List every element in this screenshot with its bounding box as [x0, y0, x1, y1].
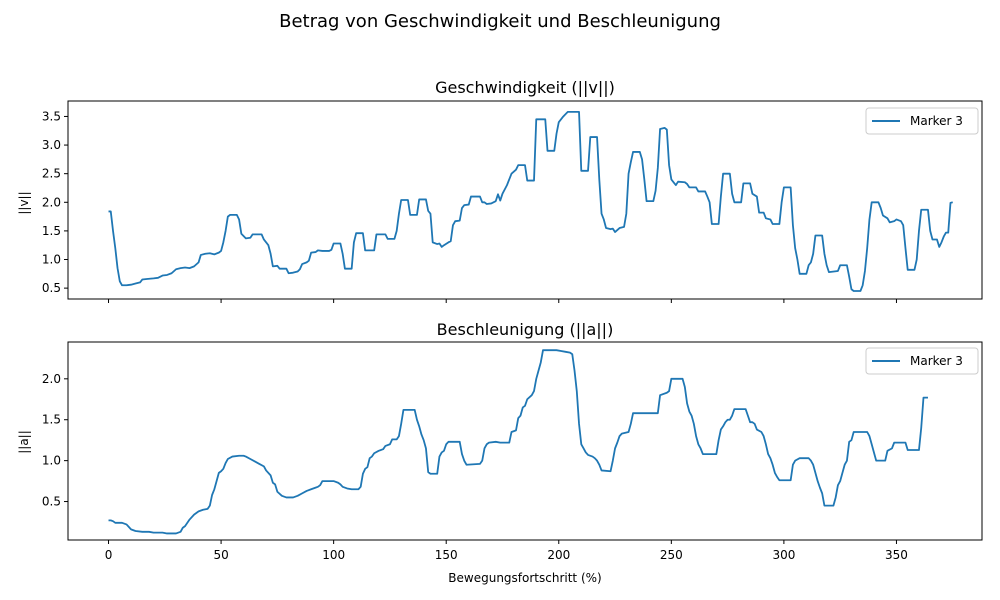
acceleration-xtick-label: 50 — [213, 548, 228, 562]
velocity-legend-label: Marker 3 — [910, 114, 963, 128]
acceleration-ytick-label: 2.0 — [42, 372, 61, 386]
acceleration-xtick-label: 350 — [885, 548, 908, 562]
velocity-panel: Geschwindigkeit (||v||) ||v|| 0.5 1.0 1.5 2… — [17, 78, 983, 303]
acceleration-xtick-label: 300 — [772, 548, 795, 562]
velocity-series-line-0 — [108, 110, 953, 292]
velocity-legend: Marker 3 — [865, 107, 979, 135]
acceleration-legend-label: Marker 3 — [910, 354, 963, 368]
acceleration-xlabel: Bewegungsfortschritt (%) — [448, 571, 601, 585]
acceleration-series-line-0 — [108, 349, 928, 535]
acceleration-xtick-label: 250 — [660, 548, 683, 562]
acceleration-title: Beschleunigung (||a||) — [437, 320, 614, 339]
acceleration-ytick-label: 1.0 — [42, 454, 61, 468]
velocity-ytick-label: 2.0 — [42, 195, 61, 209]
velocity-ytick-label: 1.0 — [42, 253, 61, 267]
acceleration-xtick-label: 0 — [105, 548, 113, 562]
figure-suptitle: Betrag von Geschwindigkeit und Beschleun… — [279, 11, 721, 32]
acceleration-xtick-label: 150 — [435, 548, 458, 562]
velocity-ytick-label: 3.5 — [42, 109, 61, 123]
acceleration-xtick-label: 100 — [322, 548, 345, 562]
velocity-ytick-label: 3.0 — [42, 138, 61, 152]
acceleration-ylabel: ||a|| — [17, 430, 31, 454]
acceleration-ytick-label: 1.5 — [42, 413, 61, 427]
velocity-title: Geschwindigkeit (||v||) — [435, 78, 615, 97]
velocity-ytick-label: 1.5 — [42, 224, 61, 238]
velocity-plot-area: 0.5 1.0 1.5 2.0 2.5 3.0 3.5 — [42, 100, 983, 303]
acceleration-legend: Marker 3 — [865, 347, 979, 375]
acceleration-xtick-label: 200 — [547, 548, 570, 562]
velocity-ytick-label: 0.5 — [42, 281, 61, 295]
velocity-axes-frame — [67, 100, 983, 300]
acceleration-axes-frame — [67, 341, 983, 541]
acceleration-panel: Beschleunigung (||a||) ||a|| Bewegungsfo… — [17, 320, 983, 585]
acceleration-ytick-label: 0.5 — [42, 495, 61, 509]
velocity-ytick-label: 2.5 — [42, 167, 61, 181]
velocity-ylabel: ||v|| — [17, 191, 31, 214]
acceleration-legend-box — [865, 347, 979, 375]
acceleration-plot-area: 0.5 1.0 1.5 2.0 0 50 100 150 200 250 300 350 — [42, 341, 983, 562]
velocity-legend-box — [865, 107, 979, 135]
